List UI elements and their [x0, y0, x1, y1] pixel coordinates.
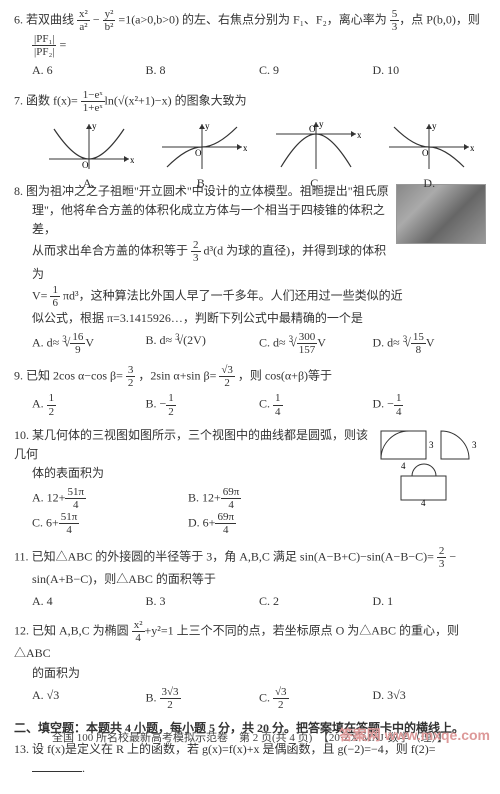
q7-graph-a: x y O A.	[44, 119, 134, 174]
svg-text:4: 4	[401, 461, 406, 471]
q11-opt-d: D. 1	[373, 592, 487, 611]
q8-opt-c: C. d≈3√300157V	[259, 331, 373, 356]
q12-num: 12.	[14, 623, 29, 637]
svg-text:3: 3	[472, 440, 477, 450]
q7-frac: 1−eˣ1+eˣ	[81, 89, 105, 114]
q8-num: 8.	[14, 184, 23, 198]
q10-three-views: 4 3 3 4	[376, 426, 486, 506]
q8-line4: V=	[32, 288, 47, 302]
q7-label-d: D.	[384, 174, 474, 193]
q11-text1: 已知△ABC 的外接圆的半径等于 3，角 A,B,C 满足 sin(A−B+C)…	[32, 549, 434, 563]
q6-opt-c: C. 9	[259, 61, 373, 80]
svg-text:x: x	[130, 155, 134, 165]
q6-frac-hyperbola2: y²b²	[103, 8, 116, 33]
q11-opt-c: C. 2	[259, 592, 373, 611]
svg-text:x: x	[357, 130, 361, 140]
svg-text:x: x	[470, 143, 474, 153]
q7-label-c: C.	[271, 174, 361, 193]
q10-text: 某几何体的三视图如图所示，三个视图中的曲线都是圆弧，则该几何	[14, 428, 368, 461]
q6-opt-b: B. 8	[146, 61, 260, 80]
svg-text:O: O	[195, 148, 202, 158]
question-10: 4 3 3 4 10. 某几何体的三视图如图所示，三个视图中的曲线都是圆弧，则该…	[14, 426, 486, 537]
q10-opt-b: B. 12+69π4	[188, 486, 344, 511]
q8-frac1: 23	[191, 239, 201, 264]
q11-opt-b: B. 3	[146, 592, 260, 611]
q9-opt-b: B. −12	[146, 392, 260, 417]
question-12: 12. 已知 A,B,C 为椭圆 x²4+y²=1 上三个不同的点，若坐标原点 …	[14, 619, 486, 711]
q6-text3: ，点 P(b,0)，则	[399, 12, 480, 26]
q9-opt-d: D. −14	[373, 392, 487, 417]
q8-line5: 似公式，根据 π=3.1415926…，判断下列公式中最精确的一个是	[14, 309, 486, 328]
q13-blank	[32, 760, 82, 772]
q7-graph-d: x y O D.	[384, 119, 474, 174]
q7-label-b: B.	[157, 174, 247, 193]
svg-text:y: y	[92, 121, 97, 131]
svg-text:y: y	[205, 121, 210, 131]
q9-opt-c: C. 14	[259, 392, 373, 417]
q11-f1: 23	[437, 545, 447, 570]
q8-opt-d: D. d≈3√158V	[373, 331, 487, 356]
svg-text:y: y	[432, 121, 437, 131]
svg-text:O: O	[422, 148, 429, 158]
watermark: 答案网 www.mxqe.com	[339, 725, 490, 745]
q11-text3: sin(A+B−C)，则△ABC 的面积等于	[14, 570, 486, 589]
question-11: 11. 已知△ABC 的外接圆的半径等于 3，角 A,B,C 满足 sin(A−…	[14, 545, 486, 612]
q7-graph-b: x y O B.	[157, 119, 247, 174]
q9-text3: ，则 cos(α+β)等于	[238, 369, 332, 383]
svg-text:x: x	[243, 143, 247, 153]
svg-text:O: O	[82, 160, 89, 170]
q6-ecc: 53	[390, 8, 400, 33]
q7-label-a: A.	[44, 174, 134, 193]
q12-opt-a: A. √3	[32, 686, 146, 711]
q10-num: 10.	[14, 428, 29, 442]
question-13: 13. 设 f(x)是定义在 R 上的函数，若 g(x)=f(x)+x 是偶函数…	[14, 740, 486, 778]
question-9: 9. 已知 2cos α−cos β= 32 ，2sin α+sin β= √3…	[14, 364, 486, 417]
question-8: 8. 图为祖冲之之子祖暅"开立圆术"中设计的立体模型。祖暅提出"祖氏原 理"，他…	[14, 182, 486, 357]
question-7: 7. 函数 f(x)= 1−eˣ1+eˣln(√(x²+1)−x) 的图象大致为…	[14, 89, 486, 174]
q9-f1: 32	[126, 364, 136, 389]
q6-text1: 若双曲线	[26, 12, 74, 26]
q11-opt-a: A. 4	[32, 592, 146, 611]
question-6: 6. 若双曲线 x²a² − y²b² =1(a>0,b>0) 的左、右焦点分别…	[14, 8, 486, 81]
q8-frac2: 16	[50, 284, 60, 309]
q9-text2: ，2sin α+sin β=	[138, 369, 216, 383]
q11-text2: −	[449, 549, 456, 563]
q12-opt-c: C. √32	[259, 686, 373, 711]
q10-opt-c: C. 6+51π4	[32, 511, 188, 536]
svg-text:3: 3	[429, 440, 434, 450]
q8-opt-a: A. d≈3√169V	[32, 331, 146, 356]
q7-graph-c: x y O C.	[271, 119, 361, 174]
q12-text3: 的面积为	[14, 664, 486, 683]
q6-num: 6.	[14, 12, 23, 26]
q11-num: 11.	[14, 549, 29, 563]
q6-frac-hyperbola: x²a²	[77, 8, 90, 33]
q9-opt-a: A. 12	[32, 392, 146, 417]
q7-text: 函数 f(x)=	[26, 93, 78, 107]
q10-opt-d: D. 6+69π4	[188, 511, 344, 536]
q6-opt-a: A. 6	[32, 61, 146, 80]
q12-text1: 已知 A,B,C 为椭圆	[32, 623, 129, 637]
q9-text: 已知 2cos α−cos β=	[26, 369, 123, 383]
q7-num: 7.	[14, 93, 23, 107]
q9-num: 9.	[14, 369, 23, 383]
svg-text:O: O	[309, 124, 316, 134]
svg-text:y: y	[319, 119, 324, 129]
q12-ellipse: x²4	[132, 619, 145, 644]
q9-f2: √32	[219, 364, 235, 389]
q6-ratio: |PF₁||PF₂|	[32, 33, 56, 58]
q10-opt-a: A. 12+51π4	[32, 486, 188, 511]
q6-text2: 的左、右焦点分别为 F₁、F₂，离心率为	[182, 12, 387, 26]
q6-opt-d: D. 10	[373, 61, 487, 80]
q7-graphs: x y O A. x y O B.	[14, 119, 486, 174]
q12-opt-d: D. 3√3	[373, 686, 487, 711]
q8-opt-b: B. d≈3√(2V)	[146, 331, 260, 356]
q8-line4b: πd³，这种算法比外国人早了一千多年。人们还用过一些类似的近	[63, 288, 403, 302]
q8-line3: 从而求出牟合方盖的体积等于	[32, 244, 188, 258]
svg-text:4: 4	[421, 498, 426, 506]
q12-opt-b: B. 3√32	[146, 686, 260, 711]
q7-textend: 的图象大致为	[175, 93, 247, 107]
